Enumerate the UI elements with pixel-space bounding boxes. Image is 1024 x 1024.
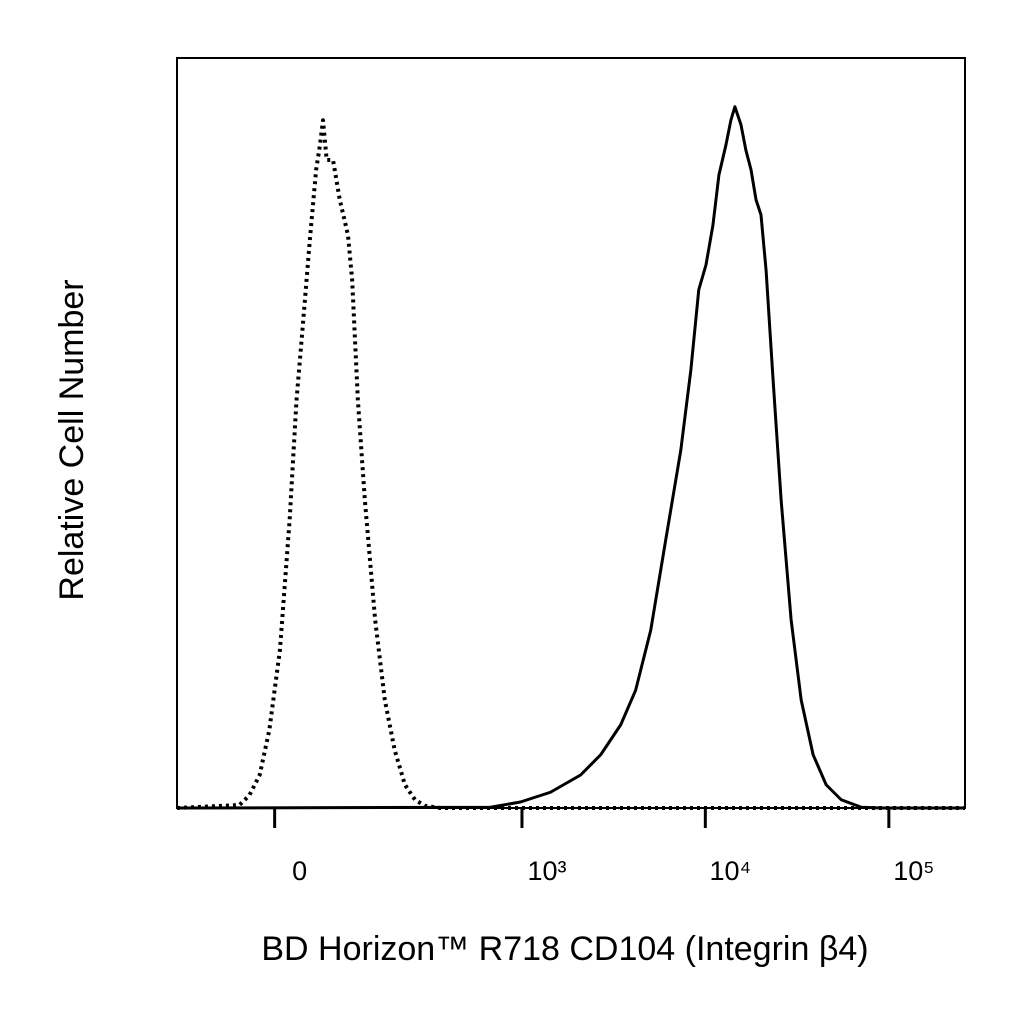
y-axis-label: Relative Cell Number — [53, 279, 91, 600]
histogram-line — [176, 118, 965, 810]
x-axis-label: BD Horizon™ R718 CD104 (Integrin β4) — [261, 930, 868, 968]
x-tick-label: 10⁴ — [710, 856, 752, 886]
x-tick-label: 0 — [292, 856, 307, 886]
histogram-line — [176, 105, 965, 810]
x-tick-label: 10⁵ — [893, 856, 934, 886]
x-tick-label: 10³ — [527, 856, 566, 886]
